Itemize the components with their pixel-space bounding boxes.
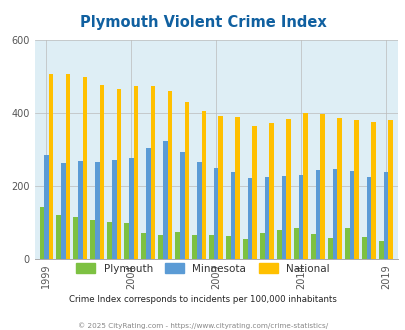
Bar	[354, 120, 358, 259]
Bar	[349, 171, 354, 259]
Bar	[44, 155, 49, 259]
Bar	[337, 118, 341, 259]
Bar	[252, 126, 256, 259]
Bar	[95, 162, 99, 259]
Bar	[49, 74, 53, 259]
Bar	[167, 91, 172, 259]
Bar	[192, 235, 196, 259]
Bar	[387, 120, 392, 259]
Bar	[90, 220, 95, 259]
Bar	[247, 178, 252, 259]
Bar	[61, 163, 66, 259]
Bar	[124, 223, 129, 259]
Bar	[243, 239, 247, 259]
Bar	[56, 215, 61, 259]
Bar	[269, 123, 273, 259]
Bar	[179, 152, 184, 259]
Text: Plymouth Violent Crime Index: Plymouth Violent Crime Index	[79, 15, 326, 30]
Bar	[175, 232, 179, 259]
Bar	[281, 176, 286, 259]
Bar	[99, 85, 104, 259]
Bar	[184, 102, 189, 259]
Bar	[332, 169, 337, 259]
Bar	[294, 228, 298, 259]
Text: © 2025 CityRating.com - https://www.cityrating.com/crime-statistics/: © 2025 CityRating.com - https://www.city…	[78, 323, 327, 329]
Bar	[298, 175, 303, 259]
Bar	[73, 217, 78, 259]
Bar	[116, 89, 121, 259]
Bar	[235, 117, 239, 259]
Bar	[310, 234, 315, 259]
Bar	[129, 158, 133, 259]
Bar	[107, 222, 112, 259]
Bar	[277, 230, 281, 259]
Bar	[162, 141, 167, 259]
Bar	[39, 207, 44, 259]
Text: Crime Index corresponds to incidents per 100,000 inhabitants: Crime Index corresponds to incidents per…	[69, 295, 336, 304]
Bar	[78, 161, 83, 259]
Bar	[218, 116, 222, 259]
Bar	[133, 86, 138, 259]
Bar	[361, 237, 366, 259]
Bar	[150, 86, 155, 259]
Bar	[146, 148, 150, 259]
Bar	[226, 236, 230, 259]
Legend: Plymouth, Minnesota, National: Plymouth, Minnesota, National	[76, 263, 329, 274]
Bar	[209, 235, 213, 259]
Bar	[260, 233, 264, 259]
Bar	[196, 162, 201, 259]
Bar	[344, 228, 349, 259]
Bar	[366, 178, 371, 259]
Bar	[303, 113, 307, 259]
Bar	[286, 119, 290, 259]
Bar	[378, 241, 383, 259]
Bar	[66, 74, 70, 259]
Bar	[112, 160, 116, 259]
Bar	[83, 77, 87, 259]
Bar	[230, 172, 235, 259]
Bar	[264, 177, 269, 259]
Bar	[201, 111, 206, 259]
Bar	[320, 114, 324, 259]
Bar	[213, 168, 218, 259]
Bar	[158, 235, 162, 259]
Bar	[327, 238, 332, 259]
Bar	[315, 170, 320, 259]
Bar	[383, 172, 387, 259]
Bar	[141, 233, 146, 259]
Bar	[371, 122, 375, 259]
